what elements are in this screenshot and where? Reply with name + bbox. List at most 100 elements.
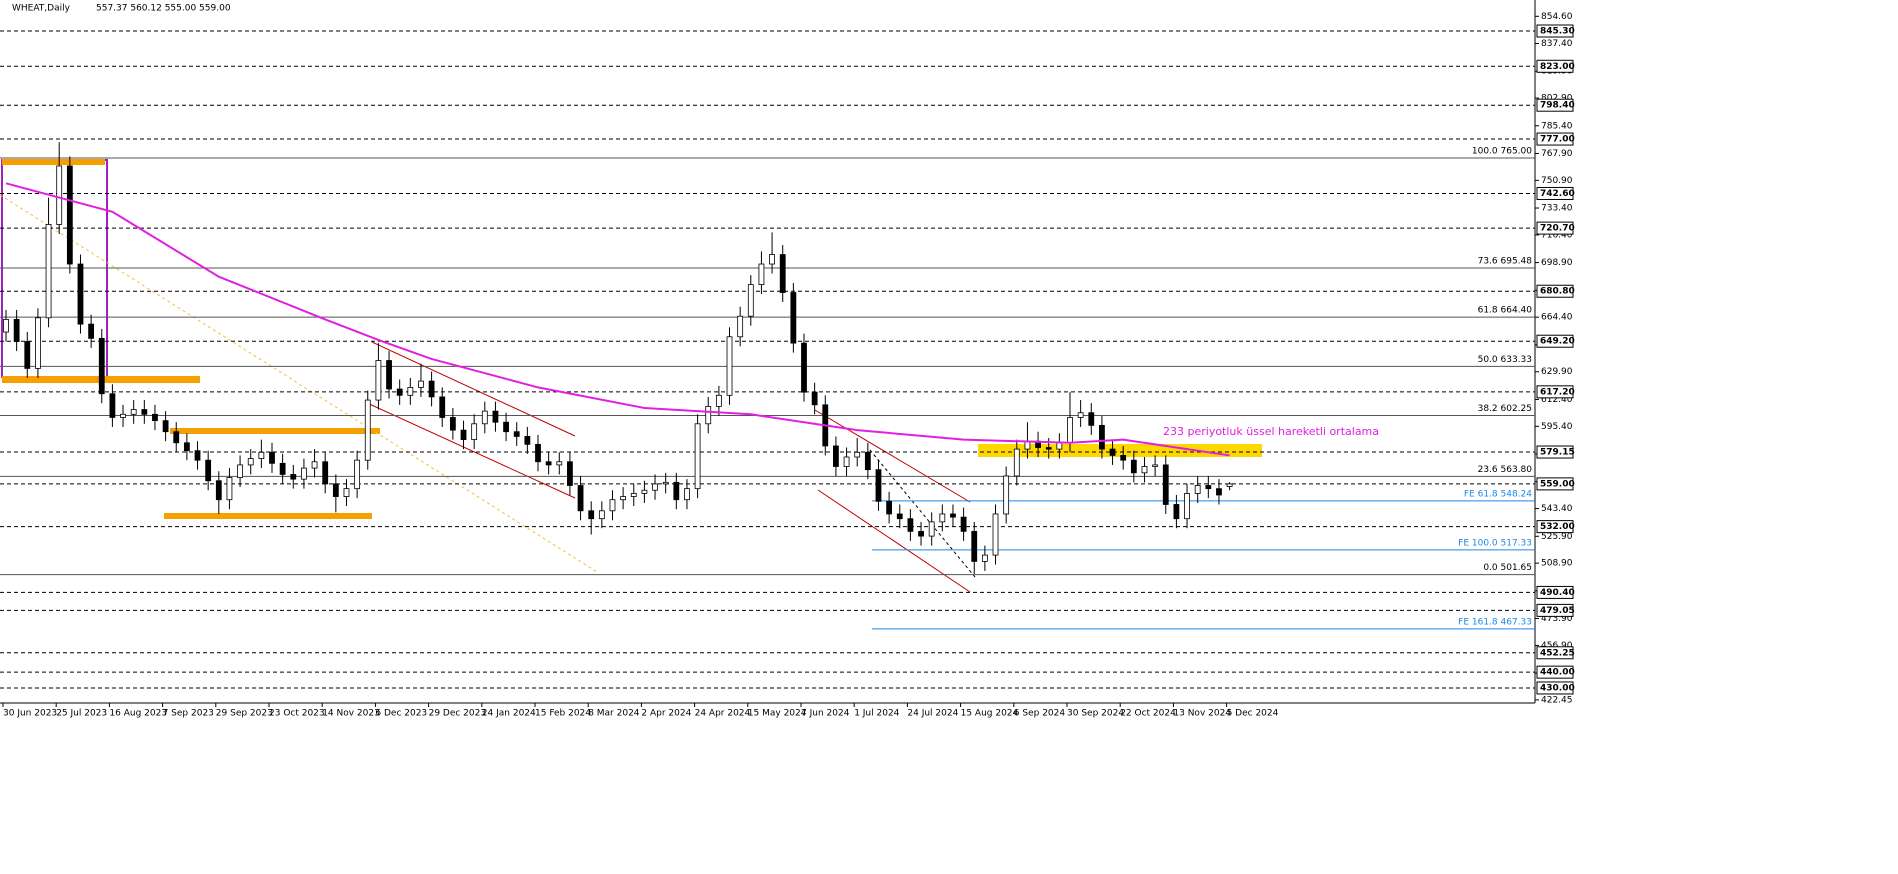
candle-body [481, 410, 488, 425]
candle-body [332, 483, 339, 497]
level-label: 777.00 [1540, 135, 1575, 145]
candle-body [183, 442, 190, 452]
y-tick-label: 750.90 [1541, 176, 1573, 186]
candle-body [524, 436, 531, 445]
level-box [1536, 646, 1574, 660]
fib-label: 23.6 563.80 [1478, 465, 1533, 475]
level-label: 452.25 [1540, 648, 1575, 658]
candle-body [407, 387, 414, 396]
zone [170, 428, 380, 434]
level-label: 579.15 [1540, 448, 1575, 458]
candle-body [907, 518, 914, 532]
candle-body [598, 510, 605, 520]
x-tick-label: 2 Apr 2024 [641, 709, 691, 719]
candle-body [726, 336, 733, 396]
fe-label: FE 61.8 548.24 [1464, 489, 1532, 499]
level-box [1536, 585, 1574, 599]
candle-body [35, 317, 41, 369]
candle-body [769, 254, 775, 265]
channel-line [364, 401, 576, 499]
candle-body [1120, 455, 1127, 461]
candle-body [747, 284, 754, 317]
y-tick-label: 698.90 [1541, 258, 1573, 268]
candle-body [1194, 485, 1201, 494]
candle-body [630, 492, 637, 497]
candle-body [1184, 492, 1190, 520]
x-tick-label: 7 Jun 2024 [801, 709, 850, 719]
y-tick-label: 767.90 [1541, 149, 1573, 159]
candle-body [364, 399, 371, 461]
candle-body [141, 409, 148, 415]
y-tick-label: 595.40 [1541, 422, 1573, 432]
level-box [1536, 477, 1574, 491]
candle-body [1045, 447, 1052, 450]
level-label: 649.20 [1540, 337, 1575, 347]
candle-body [1067, 417, 1073, 444]
candle-body [992, 513, 999, 556]
x-tick-label: 24 Apr 2024 [695, 709, 751, 719]
y-tick-label: 612.40 [1541, 395, 1573, 405]
candle-body [545, 461, 552, 466]
x-tick-label: 16 Aug 2023 [109, 709, 167, 719]
candle-body [609, 499, 616, 512]
candle-body [152, 413, 158, 422]
candle-body [981, 554, 988, 562]
x-tick-label: 14 Nov 2023 [322, 709, 380, 719]
candle-body [88, 323, 95, 339]
candle-body [428, 380, 435, 398]
candle-body [98, 337, 105, 395]
candle-body [811, 391, 818, 406]
candle-body [45, 224, 52, 319]
y-tick-label: 629.90 [1541, 367, 1573, 377]
y-tick-label: 733.40 [1541, 204, 1573, 214]
x-tick-label: 5 Dec 2024 [1227, 709, 1279, 719]
candle-body [790, 292, 797, 344]
level-box [1536, 385, 1574, 399]
candle-body [173, 431, 180, 444]
candle-body [535, 443, 541, 463]
candle-body [226, 477, 233, 501]
y-tick-label: 543.40 [1541, 504, 1573, 514]
candle-body [918, 530, 924, 537]
candle-body [1099, 424, 1105, 450]
candle-body [684, 488, 690, 501]
fe-label: FE 161.8 467.33 [1458, 617, 1532, 627]
candle-body [875, 469, 882, 502]
x-tick-label: 6 Sep 2024 [1014, 709, 1066, 719]
zone [164, 513, 372, 519]
candle-body [162, 420, 169, 433]
candle-body [801, 342, 807, 393]
y-tick-label: 525.90 [1541, 532, 1573, 542]
candle-body [939, 513, 946, 523]
candle-body [960, 516, 967, 532]
channel-line [371, 341, 576, 437]
candle-body [237, 464, 243, 478]
x-tick-label: 29 Sep 2023 [216, 709, 273, 719]
candle-body [120, 413, 126, 418]
level-box [1536, 59, 1574, 73]
candle-body [205, 459, 212, 482]
candle-body [758, 263, 765, 285]
y-tick-label: 802.90 [1541, 94, 1573, 104]
level-box [1536, 284, 1574, 298]
fib-label: 50.0 633.33 [1478, 355, 1532, 365]
candle-body [109, 393, 116, 418]
level-label: 845.30 [1540, 27, 1575, 37]
candle-body [556, 461, 563, 466]
level-label: 798.40 [1540, 101, 1575, 111]
x-tick-label: 6 Dec 2023 [375, 709, 427, 719]
candle-body [854, 451, 861, 458]
candle-body [215, 480, 222, 501]
candle-body [311, 461, 318, 469]
trend-line [0, 194, 598, 573]
candle-body [386, 360, 392, 390]
x-tick-label: 30 Jun 2023 [3, 709, 57, 719]
candle-body [673, 481, 680, 501]
level-box [1536, 98, 1574, 112]
annotation: 233 periyotluk üssel hareketli ortalama [1163, 425, 1379, 438]
level-label: 479.05 [1540, 606, 1575, 616]
candle-body [13, 318, 20, 342]
candle-body [737, 315, 744, 338]
level-label: 430.00 [1540, 683, 1575, 693]
